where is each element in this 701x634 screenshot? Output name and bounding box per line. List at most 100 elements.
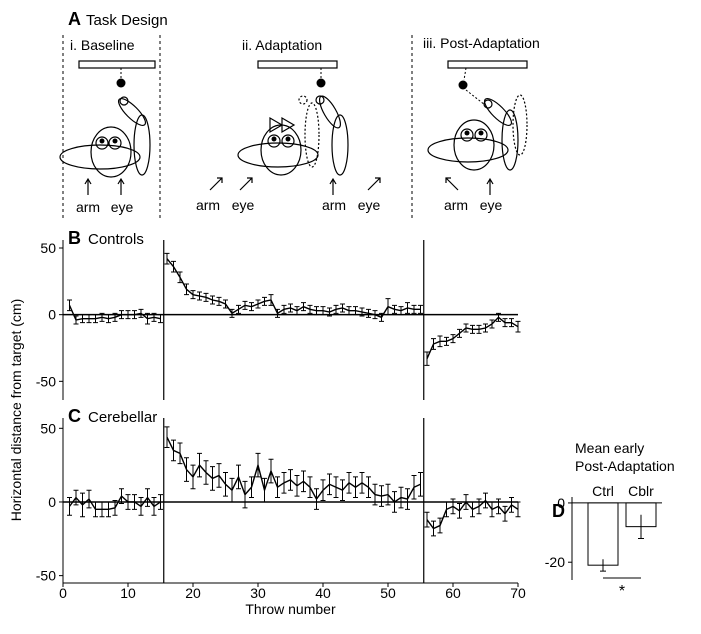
error-bar — [398, 486, 404, 509]
error-bar — [463, 323, 469, 333]
error-bar — [320, 306, 326, 316]
x-axis-label: Throw number — [245, 601, 336, 617]
error-bar — [275, 308, 280, 318]
panel-title: Mean early — [575, 440, 644, 456]
error-bar — [138, 308, 144, 318]
error-bar — [151, 312, 157, 322]
error-bar — [229, 477, 235, 503]
error-bar — [411, 304, 417, 314]
error-bar — [268, 294, 274, 306]
error-bar — [184, 283, 189, 296]
arrow-label: eye — [111, 199, 134, 215]
error-bar — [333, 476, 339, 499]
error-bar — [171, 439, 176, 462]
error-bar — [353, 476, 358, 499]
error-bar — [509, 497, 514, 513]
error-bar — [457, 328, 462, 338]
error-bar — [638, 514, 644, 539]
error-bar — [450, 334, 456, 344]
series-line — [426, 316, 519, 359]
error-bar — [301, 302, 306, 312]
error-bar — [164, 426, 170, 448]
error-bar — [229, 308, 235, 318]
error-bar — [470, 501, 475, 518]
arrow-label: arm — [76, 199, 100, 215]
error-bar — [502, 505, 508, 522]
error-bar — [80, 492, 85, 518]
error-bar — [99, 312, 105, 322]
error-bar — [450, 498, 456, 515]
error-bar — [132, 494, 137, 510]
arrow-label: eye — [232, 197, 255, 213]
error-bar — [164, 252, 170, 265]
error-bar — [158, 494, 163, 510]
error-bar — [242, 480, 248, 509]
error-bar — [320, 479, 326, 501]
error-bar — [112, 500, 118, 516]
y-tick-label: 50 — [40, 420, 56, 436]
error-bar — [132, 310, 137, 320]
panel-title: Task Design — [86, 12, 168, 29]
error-bar — [392, 491, 397, 513]
error-bar — [489, 319, 495, 329]
y-tick-label: 0 — [48, 494, 56, 510]
error-bar — [463, 494, 469, 510]
error-bar — [366, 476, 371, 499]
error-bar — [372, 483, 378, 506]
panel-title: Cerebellar — [88, 409, 157, 426]
arrow-label: eye — [480, 197, 503, 213]
error-bar — [262, 477, 267, 503]
x-tick-label: 60 — [445, 585, 461, 601]
error-bar — [106, 314, 111, 324]
error-bar — [327, 473, 332, 496]
error-bar — [307, 304, 313, 314]
error-bar — [67, 497, 72, 516]
panel-title: Controls — [88, 231, 144, 248]
error-bar — [327, 307, 332, 317]
error-bar — [145, 312, 150, 325]
panel-label: B — [68, 228, 81, 248]
error-bar — [288, 303, 293, 313]
error-bar — [411, 474, 417, 500]
error-bar — [301, 470, 306, 493]
error-bar — [281, 304, 287, 314]
error-bar — [457, 502, 462, 519]
error-bar — [158, 314, 163, 324]
error-bar — [73, 489, 79, 506]
y-tick-label: 0 — [557, 495, 565, 511]
error-bar — [333, 304, 339, 314]
error-bar — [515, 501, 521, 518]
error-bar — [125, 310, 131, 320]
error-bar — [392, 304, 397, 314]
error-bar — [496, 498, 501, 515]
error-bar — [190, 464, 196, 490]
error-bar — [294, 306, 300, 316]
error-bar — [444, 501, 449, 518]
error-bar — [502, 318, 508, 328]
error-bar — [288, 469, 293, 491]
error-bar — [119, 310, 124, 320]
error-bar — [255, 452, 261, 478]
error-bar — [203, 460, 209, 485]
x-tick-label: 10 — [120, 585, 136, 601]
error-bar — [424, 351, 430, 366]
x-tick-label: 30 — [250, 585, 266, 601]
error-bar — [93, 501, 98, 518]
error-bar — [281, 472, 287, 494]
error-bar — [366, 308, 371, 318]
error-bar — [268, 458, 274, 484]
error-bar — [307, 476, 313, 499]
error-bar — [275, 476, 280, 499]
error-bar — [353, 306, 358, 316]
panel-label: D — [552, 501, 565, 521]
error-bar — [249, 476, 254, 499]
panel-title: Post-Adaptation — [575, 458, 675, 474]
error-bar — [405, 302, 410, 314]
error-bar — [509, 318, 514, 328]
error-bar — [80, 314, 85, 324]
error-bar — [385, 298, 391, 316]
error-bar — [177, 442, 183, 465]
panel-label: A — [68, 9, 81, 29]
error-bar — [385, 483, 391, 506]
panel-label: C — [68, 406, 81, 426]
